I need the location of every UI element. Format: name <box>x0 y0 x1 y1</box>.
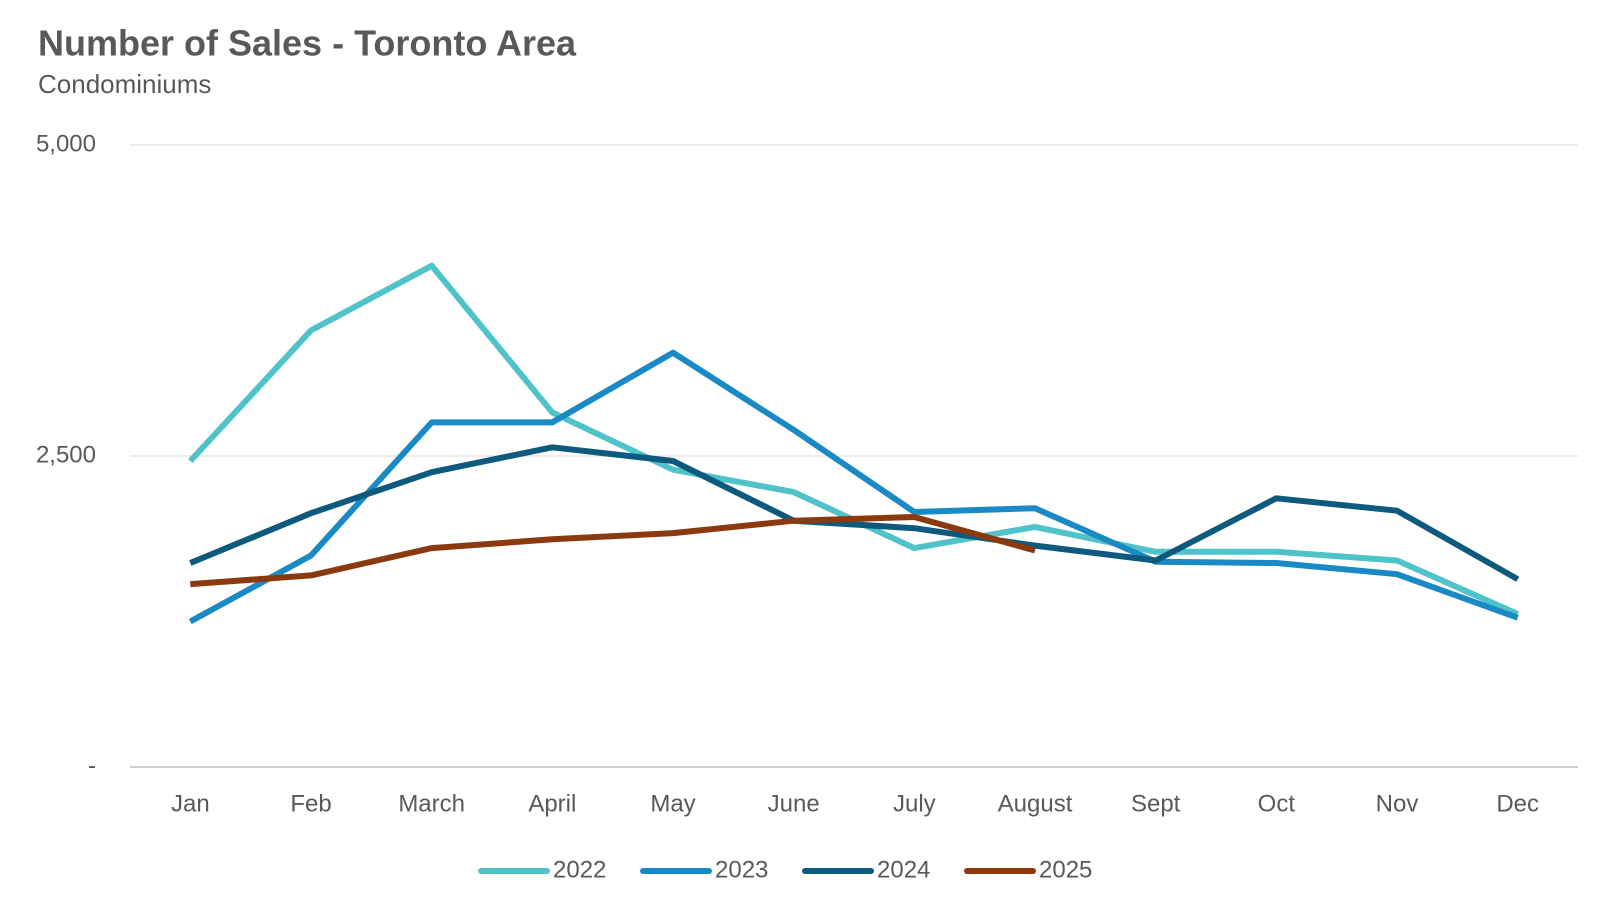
series-line <box>190 514 1036 588</box>
x-tick-label: April <box>528 790 576 817</box>
x-tick-label: March <box>398 790 465 817</box>
chart-title: Number of Sales - Toronto Area <box>38 23 577 64</box>
y-tick-label: - <box>88 752 96 779</box>
legend-label: 2024 <box>877 856 930 883</box>
series-line <box>188 349 1519 625</box>
x-tick-label: Oct <box>1258 790 1296 817</box>
x-tick-label: August <box>998 790 1073 817</box>
chart-subtitle: Condominiums <box>38 69 211 99</box>
x-tick-label: Sept <box>1131 790 1181 817</box>
x-tick-label: Jan <box>171 790 210 817</box>
legend-label: 2025 <box>1039 856 1092 883</box>
y-tick-label: 5,000 <box>36 130 96 157</box>
series-line <box>188 262 1519 617</box>
legend-label: 2023 <box>715 856 768 883</box>
x-tick-label: Dec <box>1496 790 1539 817</box>
x-tick-label: Nov <box>1376 790 1419 817</box>
legend-label: 2022 <box>553 856 606 883</box>
x-tick-label: Feb <box>290 790 331 817</box>
y-tick-label: 2,500 <box>36 441 96 468</box>
series-line <box>189 444 1520 582</box>
x-tick-label: May <box>650 790 695 817</box>
x-tick-label: June <box>768 790 820 817</box>
x-tick-label: July <box>893 790 936 817</box>
